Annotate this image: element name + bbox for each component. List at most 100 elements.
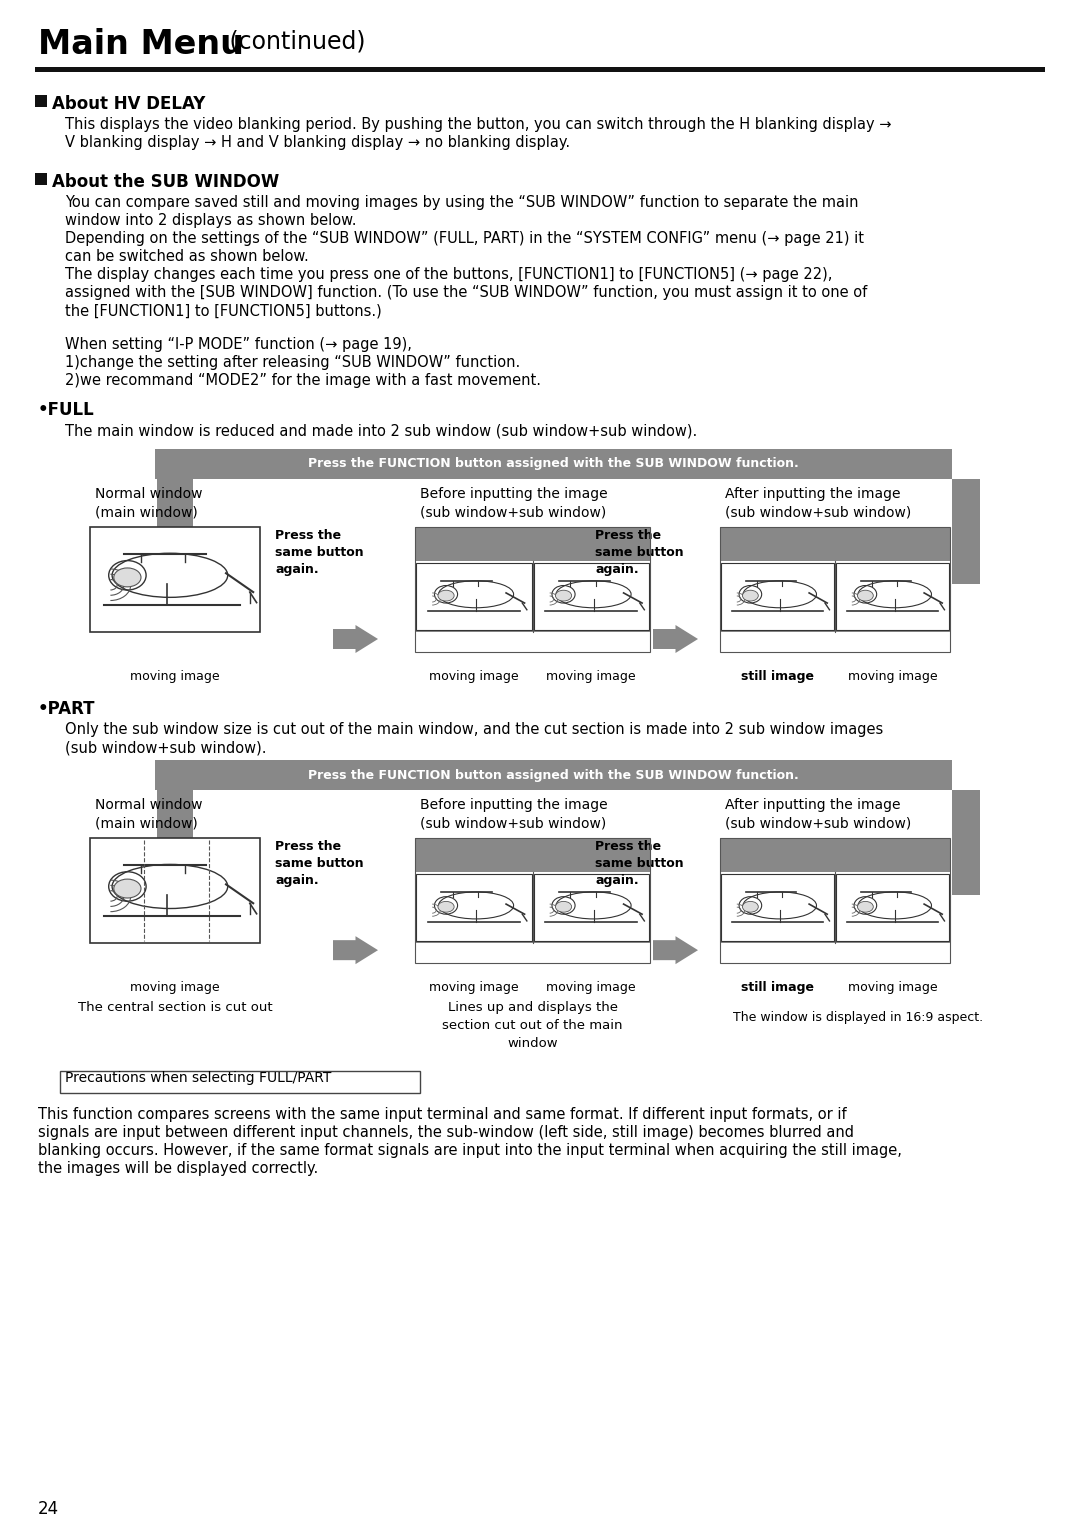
Bar bbox=[90, 839, 260, 943]
Text: moving image: moving image bbox=[848, 671, 937, 683]
Text: moving image: moving image bbox=[429, 671, 518, 683]
Ellipse shape bbox=[742, 590, 758, 601]
Text: About the SUB WINDOW: About the SUB WINDOW bbox=[52, 173, 280, 191]
Text: Depending on the settings of the “SUB WINDOW” (FULL, PART) in the “SYSTEM CONFIG: Depending on the settings of the “SUB WI… bbox=[65, 231, 864, 246]
Text: moving image: moving image bbox=[546, 671, 636, 683]
Text: Press the
same button
again.: Press the same button again. bbox=[275, 840, 364, 888]
Text: blanking occurs. However, if the same format signals are input into the input te: blanking occurs. However, if the same fo… bbox=[38, 1143, 902, 1158]
Text: still image: still image bbox=[741, 671, 814, 683]
Polygon shape bbox=[333, 625, 378, 652]
Bar bbox=[416, 874, 531, 941]
Text: (continued): (continued) bbox=[222, 31, 365, 53]
Polygon shape bbox=[653, 937, 698, 964]
Text: Normal window
(main window): Normal window (main window) bbox=[95, 798, 203, 831]
Bar bbox=[415, 611, 650, 633]
Text: Lines up and displays the
section cut out of the main
window: Lines up and displays the section cut ou… bbox=[442, 1001, 623, 1050]
Bar bbox=[720, 839, 950, 963]
Text: the [FUNCTION1] to [FUNCTION5] buttons.): the [FUNCTION1] to [FUNCTION5] buttons.) bbox=[65, 303, 381, 318]
Text: window into 2 displays as shown below.: window into 2 displays as shown below. bbox=[65, 212, 356, 228]
Text: Precautions when selecting FULL/PART: Precautions when selecting FULL/PART bbox=[65, 1071, 332, 1085]
Text: assigned with the [SUB WINDOW] function. (To use the “SUB WINDOW” function, you : assigned with the [SUB WINDOW] function.… bbox=[65, 286, 867, 299]
Polygon shape bbox=[333, 937, 378, 964]
Bar bbox=[157, 790, 193, 900]
Text: can be switched as shown below.: can be switched as shown below. bbox=[65, 249, 309, 264]
Bar bbox=[836, 562, 949, 630]
Bar bbox=[35, 67, 1045, 72]
Text: 24: 24 bbox=[38, 1500, 59, 1517]
Text: V blanking display → H and V blanking display → no blanking display.: V blanking display → H and V blanking di… bbox=[65, 134, 570, 150]
Text: Press the FUNCTION button assigned with the SUB WINDOW function.: Press the FUNCTION button assigned with … bbox=[308, 769, 799, 782]
Bar bbox=[35, 173, 48, 185]
Bar bbox=[415, 527, 650, 561]
Text: After inputting the image
(sub window+sub window): After inputting the image (sub window+su… bbox=[725, 487, 912, 520]
Text: The display changes each time you press one of the buttons, [FUNCTION1] to [FUNC: The display changes each time you press … bbox=[65, 267, 833, 283]
Text: You can compare saved still and moving images by using the “SUB WINDOW” function: You can compare saved still and moving i… bbox=[65, 196, 859, 209]
Text: Press the
same button
again.: Press the same button again. bbox=[275, 529, 364, 576]
Bar bbox=[415, 923, 650, 943]
Text: signals are input between different input channels, the sub-window (left side, s: signals are input between different inpu… bbox=[38, 1125, 854, 1140]
Text: moving image: moving image bbox=[429, 981, 518, 995]
Bar bbox=[720, 923, 950, 943]
Text: Press the
same button
again.: Press the same button again. bbox=[595, 529, 684, 576]
Ellipse shape bbox=[113, 568, 141, 587]
Text: Press the FUNCTION button assigned with the SUB WINDOW function.: Press the FUNCTION button assigned with … bbox=[308, 457, 799, 471]
Bar bbox=[951, 478, 980, 584]
Text: When setting “I-P MODE” function (→ page 19),: When setting “I-P MODE” function (→ page… bbox=[65, 338, 411, 351]
Bar bbox=[156, 449, 951, 478]
Bar bbox=[836, 874, 949, 941]
Bar bbox=[156, 759, 951, 790]
Bar bbox=[534, 562, 649, 630]
Text: moving image: moving image bbox=[131, 981, 220, 995]
Bar bbox=[720, 611, 950, 633]
Text: moving image: moving image bbox=[848, 981, 937, 995]
Ellipse shape bbox=[555, 902, 571, 912]
Bar bbox=[90, 527, 260, 633]
Text: Before inputting the image
(sub window+sub window): Before inputting the image (sub window+s… bbox=[420, 798, 608, 831]
Text: moving image: moving image bbox=[131, 671, 220, 683]
Ellipse shape bbox=[113, 879, 141, 898]
Text: Only the sub window size is cut out of the main window, and the cut section is m: Only the sub window size is cut out of t… bbox=[65, 723, 883, 736]
Bar bbox=[35, 95, 48, 107]
Bar bbox=[951, 790, 980, 895]
Text: Press the
same button
again.: Press the same button again. bbox=[595, 840, 684, 888]
Bar bbox=[721, 874, 834, 941]
Ellipse shape bbox=[858, 902, 874, 912]
Bar bbox=[720, 527, 950, 561]
Ellipse shape bbox=[555, 590, 571, 601]
Bar bbox=[157, 478, 193, 588]
Text: This function compares screens with the same input terminal and same format. If : This function compares screens with the … bbox=[38, 1108, 847, 1123]
Text: Normal window
(main window): Normal window (main window) bbox=[95, 487, 203, 520]
Bar bbox=[415, 839, 650, 963]
Text: Before inputting the image
(sub window+sub window): Before inputting the image (sub window+s… bbox=[420, 487, 608, 520]
Text: 1)change the setting after releasing “SUB WINDOW” function.: 1)change the setting after releasing “SU… bbox=[65, 354, 521, 370]
Ellipse shape bbox=[742, 902, 758, 912]
Text: moving image: moving image bbox=[546, 981, 636, 995]
Text: 2)we recommand “MODE2” for the image with a fast movement.: 2)we recommand “MODE2” for the image wit… bbox=[65, 373, 541, 388]
Text: About HV DELAY: About HV DELAY bbox=[52, 95, 205, 113]
Text: •FULL: •FULL bbox=[38, 400, 95, 419]
Text: (sub window+sub window).: (sub window+sub window). bbox=[65, 740, 267, 755]
Bar bbox=[720, 839, 950, 872]
Text: This displays the video blanking period. By pushing the button, you can switch t: This displays the video blanking period.… bbox=[65, 118, 891, 131]
Text: •PART: •PART bbox=[38, 700, 95, 718]
Polygon shape bbox=[139, 588, 211, 617]
Bar bbox=[415, 839, 650, 872]
Polygon shape bbox=[653, 625, 698, 652]
Bar bbox=[415, 527, 650, 652]
Text: After inputting the image
(sub window+sub window): After inputting the image (sub window+su… bbox=[725, 798, 912, 831]
Text: still image: still image bbox=[741, 981, 814, 995]
Text: The main window is reduced and made into 2 sub window (sub window+sub window).: The main window is reduced and made into… bbox=[65, 423, 698, 439]
Bar bbox=[721, 562, 834, 630]
Bar bbox=[534, 874, 649, 941]
Ellipse shape bbox=[438, 902, 454, 912]
Bar bbox=[720, 527, 950, 652]
Ellipse shape bbox=[438, 590, 454, 601]
Text: The central section is cut out: The central section is cut out bbox=[78, 1001, 272, 1015]
Bar bbox=[416, 562, 531, 630]
Polygon shape bbox=[139, 900, 211, 927]
Bar bbox=[60, 1071, 420, 1094]
Text: the images will be displayed correctly.: the images will be displayed correctly. bbox=[38, 1161, 319, 1177]
Text: The window is displayed in 16:9 aspect.: The window is displayed in 16:9 aspect. bbox=[733, 1012, 983, 1024]
Ellipse shape bbox=[858, 590, 874, 601]
Text: Main Menu: Main Menu bbox=[38, 28, 244, 61]
